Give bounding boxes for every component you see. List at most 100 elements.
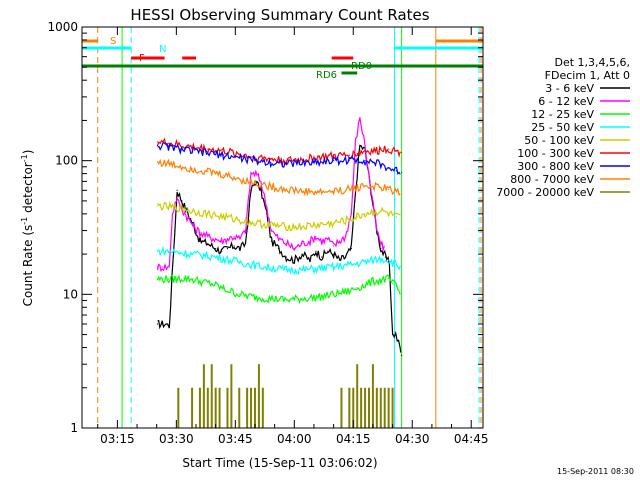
data-point (401, 354, 403, 356)
data-point (356, 287, 358, 289)
y-axis-label-end: ) (21, 150, 35, 155)
data-point (388, 148, 390, 150)
data-point (156, 205, 159, 207)
y-tick-label: 1 (70, 421, 78, 435)
data-point (233, 236, 235, 238)
data-point (254, 222, 256, 224)
data-point (301, 297, 303, 300)
legend-label: 300 - 800 keV (517, 160, 594, 173)
series-line (157, 144, 402, 353)
x-tick-label: 03:15 (100, 432, 135, 446)
data-point (395, 216, 398, 218)
data-point (333, 245, 335, 247)
data-point (321, 256, 323, 258)
series-line (156, 137, 401, 167)
series-group (156, 116, 387, 272)
flag-label-f: F (139, 53, 145, 64)
series-group (156, 158, 403, 197)
data-point (226, 247, 229, 250)
data-point (364, 160, 366, 162)
series-line (157, 142, 401, 175)
x-axis-label: Start Time (15-Sep-11 03:06:02) (182, 456, 377, 470)
legend-label: 12 - 25 keV (531, 108, 594, 121)
data-point (338, 240, 341, 242)
series-line (156, 274, 401, 305)
y-tick-label: 100 (55, 154, 78, 168)
x-tick-label: 03:45 (218, 432, 253, 446)
data-point (401, 191, 403, 193)
series-group (156, 200, 403, 232)
data-point (285, 226, 288, 228)
flag-label-n: N (159, 44, 166, 55)
legend: Det 1,3,4,5,6, FDecim 1, Att 0 3 - 6 keV… (496, 56, 630, 199)
x-tick-label: 04:30 (395, 432, 430, 446)
data-point (207, 148, 209, 150)
data-point (270, 224, 272, 226)
series-group (177, 364, 394, 428)
data-point (175, 198, 177, 200)
data-point (207, 170, 209, 173)
data-point (391, 283, 394, 285)
data-point (327, 250, 329, 252)
data-point (388, 188, 390, 190)
data-point (233, 245, 235, 247)
legend-label: 7000 - 20000 keV (496, 186, 594, 199)
flag-label-rd6: RD6 (316, 70, 337, 81)
legend-label: 6 - 12 keV (538, 95, 594, 108)
legend-label: 3 - 6 keV (545, 82, 594, 95)
data-point (156, 323, 159, 325)
data-point (388, 259, 390, 261)
series-group (156, 144, 403, 356)
footer-date: 15-Sep-2011 08:30 (557, 467, 634, 476)
data-point (401, 171, 403, 173)
data-point (207, 242, 209, 245)
x-tick-label: 04:00 (277, 432, 312, 446)
legend-title-2: FDecim 1, Att 0 (545, 69, 630, 82)
x-tick-label: 03:30 (159, 432, 194, 446)
series-group (156, 245, 403, 275)
data-point (270, 267, 272, 269)
data-point (384, 250, 387, 252)
legend-label: 50 - 100 keV (524, 134, 594, 147)
y-tick-label: 10 (63, 287, 78, 301)
flag-label-s: S (110, 36, 116, 47)
plot-area: S N F RD0 RD6 (82, 27, 483, 428)
y-axis-label-sup2: -1 (20, 154, 29, 162)
x-tick-label: 04:15 (336, 432, 371, 446)
data-point (156, 144, 159, 147)
data-point (348, 154, 350, 156)
data-point (176, 189, 178, 191)
legend-label: 25 - 50 keV (531, 121, 594, 134)
y-tick-label: 1000 (47, 20, 78, 34)
data-point (401, 217, 403, 219)
plot-frame (81, 26, 484, 429)
axes: 03:15 03:30 03:45 04:00 04:15 04:30 04:45 1 10 10… (47, 20, 488, 446)
data-point (401, 296, 403, 298)
data-point (401, 268, 403, 270)
legend-title-1: Det 1,3,4,5,6, (554, 56, 630, 69)
flag-label-rd0: RD0 (351, 61, 372, 72)
series-group (156, 142, 403, 175)
data-point (161, 266, 163, 268)
data-point (238, 293, 240, 295)
legend-label: 100 - 300 keV (517, 147, 594, 160)
y-axis-label-sup1: -1 (20, 217, 29, 225)
series-line (156, 200, 401, 232)
data-point (285, 256, 288, 258)
y-axis-label-mid: detector (21, 162, 35, 217)
data-point (222, 174, 225, 176)
series-line (157, 158, 401, 197)
series-line (156, 117, 385, 272)
series-group (156, 274, 403, 305)
chart-title: HESSI Observing Summary Count Rates (130, 6, 429, 24)
x-tick-label: 04:45 (454, 432, 489, 446)
data-point (167, 142, 170, 144)
data-point (215, 247, 217, 250)
data-point (315, 236, 317, 238)
y-axis-label-main: Count Rate (s (21, 225, 35, 307)
series-group (156, 137, 403, 167)
y-axis-label: Count Rate (s-1 detector-1) (20, 150, 35, 307)
legend-label: 800 - 7000 keV (510, 173, 594, 186)
data-point (401, 151, 403, 154)
